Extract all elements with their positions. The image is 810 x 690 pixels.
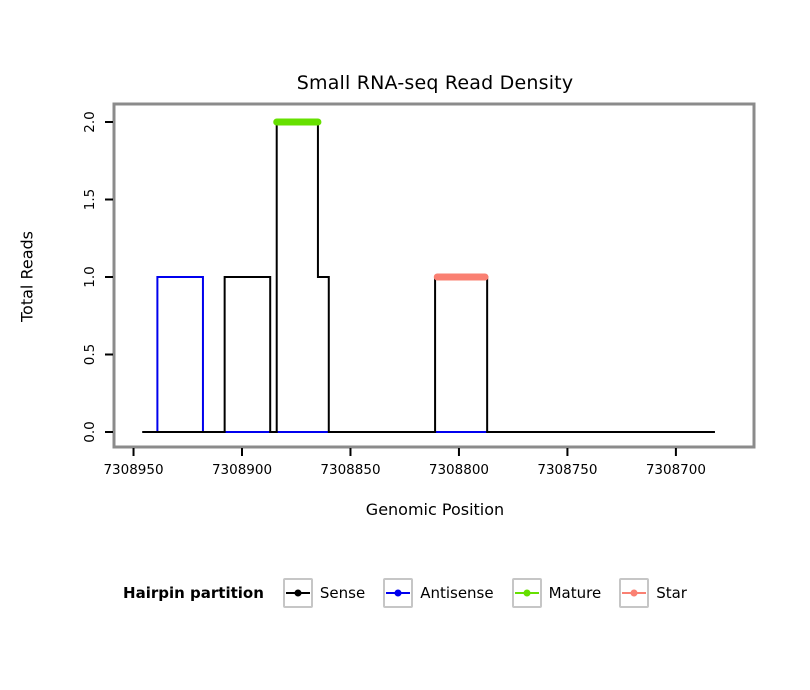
legend-key-star — [619, 578, 650, 608]
legend-key-mature — [511, 578, 542, 608]
x-tick-label: 7308800 — [429, 462, 489, 478]
chart-title: Small RNA-seq Read Density — [296, 72, 574, 94]
y-tick-label: 2.0 — [82, 111, 98, 132]
legend-items: Sense Antisense Mature Star — [282, 578, 687, 608]
x-tick-label: 7308950 — [103, 462, 163, 478]
x-axis-title: Genomic Position — [365, 500, 505, 519]
legend-key-antisense — [383, 578, 414, 608]
legend-key-glyph — [514, 589, 539, 597]
y-axis-title: Total Reads — [17, 231, 37, 322]
x-tick-label: 7308850 — [320, 462, 380, 478]
panel-frame — [112, 102, 756, 449]
plot-area: 7308950 7308900 7308850 7308800 7308750 73087… — [82, 102, 756, 478]
legend-item-antisense: Antisense — [383, 578, 494, 608]
legend-item-sense: Sense — [282, 578, 366, 608]
legend-label: Mature — [548, 584, 602, 602]
x-tick-label: 7308750 — [537, 462, 597, 478]
legend-label: Antisense — [420, 584, 494, 602]
x-tick-label: 7308700 — [646, 462, 706, 478]
legend-title: Hairpin partition — [123, 584, 264, 602]
y-tick-label: 1.5 — [82, 189, 98, 210]
legend-label: Star — [656, 584, 687, 602]
legend-item-star: Star — [619, 578, 687, 608]
legend-item-mature: Mature — [511, 578, 602, 608]
series-sense — [142, 121, 715, 433]
legend-key-glyph — [622, 589, 647, 597]
legend-key-glyph — [285, 589, 310, 597]
y-tick-label: 1.0 — [82, 266, 98, 287]
y-tick-label: 0.5 — [82, 344, 98, 365]
x-tick-label: 7308900 — [212, 462, 272, 478]
legend-key-glyph — [386, 589, 411, 597]
legend: Hairpin partition Sense Antisense Mature St… — [0, 578, 810, 608]
legend-label: Sense — [319, 584, 366, 602]
legend-key-sense — [282, 578, 313, 608]
y-tick-label: 0.0 — [82, 421, 98, 442]
series-antisense — [146, 276, 492, 433]
